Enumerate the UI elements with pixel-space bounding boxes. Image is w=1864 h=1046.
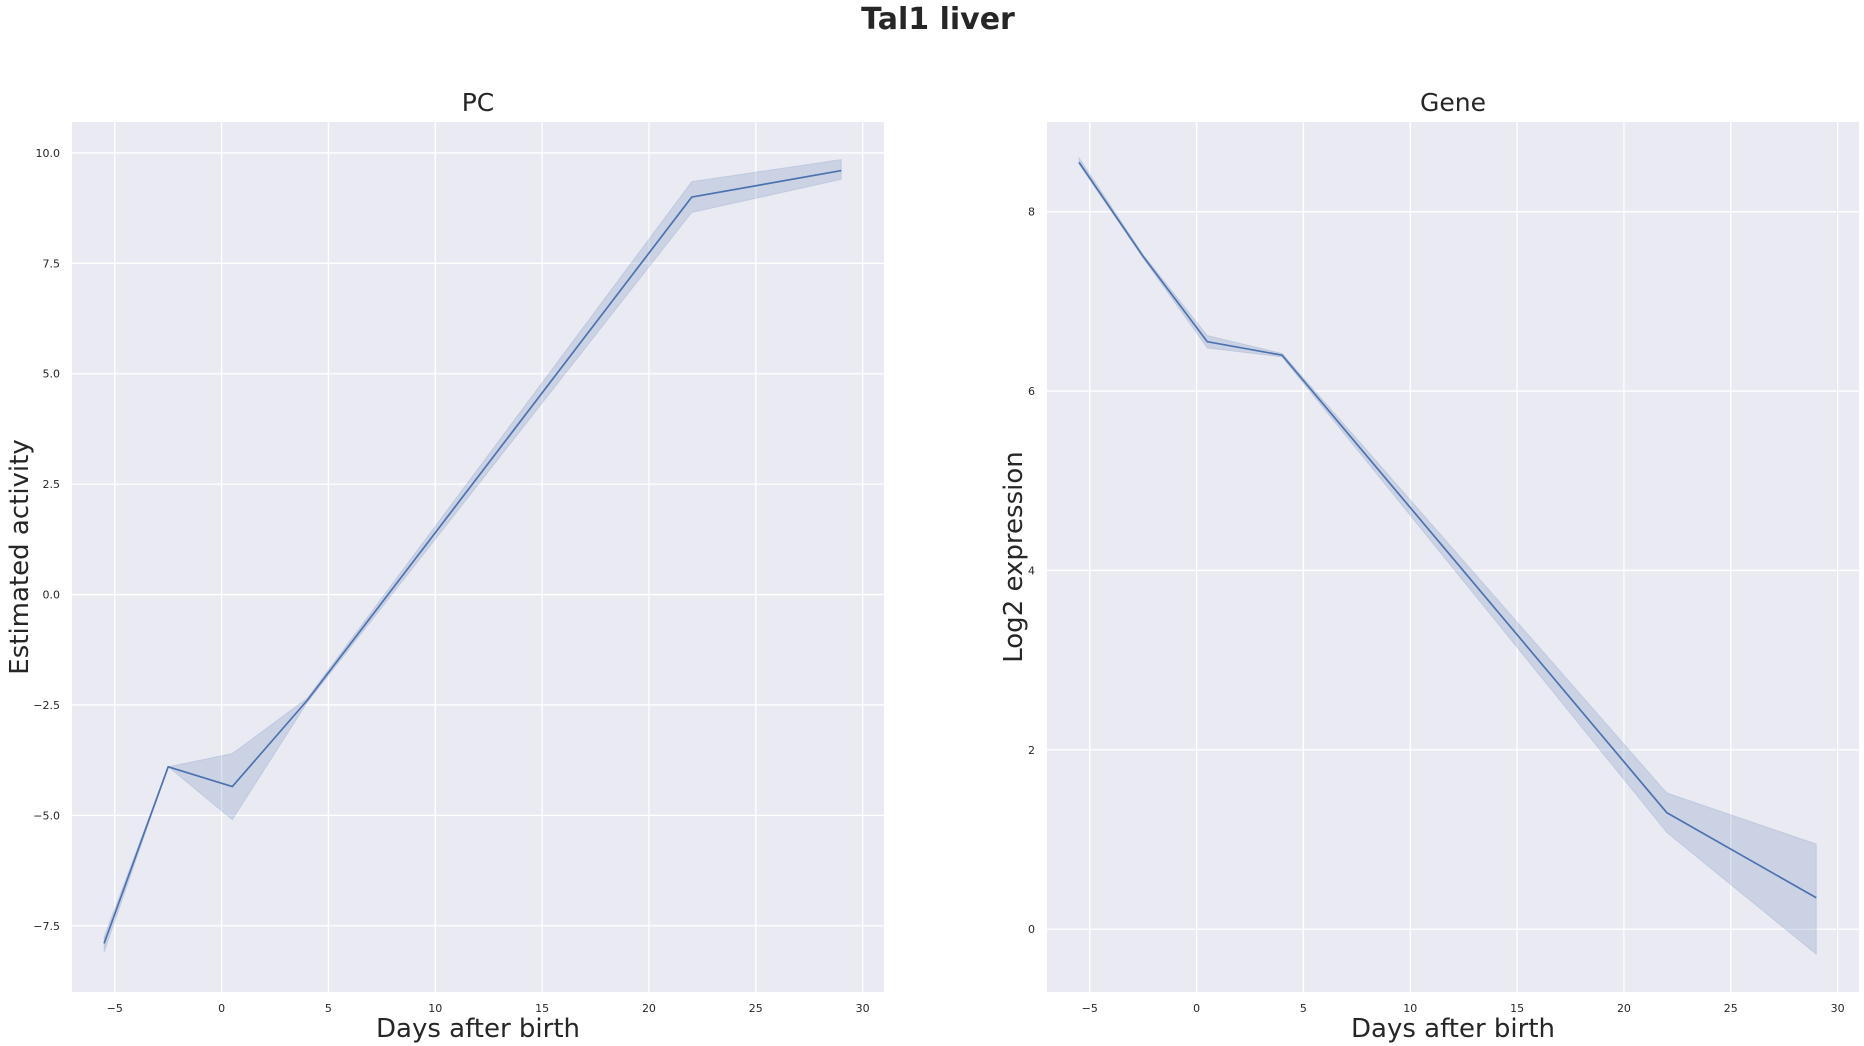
plot-area xyxy=(72,122,884,992)
axis-title: Gene xyxy=(1420,88,1486,117)
series-line xyxy=(103,169,842,944)
y-tick-label: −7.5 xyxy=(33,920,60,933)
x-tick-label: 15 xyxy=(1510,1002,1524,1015)
y-tick-label: −5.0 xyxy=(33,809,60,822)
series-marks xyxy=(103,158,842,953)
y-tick-label: 5.0 xyxy=(43,368,61,381)
y-axis-label: Estimated activity xyxy=(5,439,35,674)
axis-title: PC xyxy=(462,88,495,117)
y-tick-label: 2.5 xyxy=(43,478,61,491)
grid xyxy=(72,122,884,992)
subplot-pc: −5 0 5 10 15 20 25 30 −7.5 −5.0 −2.5 0.0 2.5 5.0 7.5 10… xyxy=(5,88,884,1044)
y-tick-label: 6 xyxy=(1028,385,1035,398)
x-axis-label: Days after birth xyxy=(1351,1014,1555,1044)
plot-area xyxy=(1047,122,1859,992)
series-marks xyxy=(1078,156,1817,956)
y-tick-label: 4 xyxy=(1028,564,1035,577)
y-tick-label: 10.0 xyxy=(36,147,61,160)
x-tick-label: −5 xyxy=(1082,1002,1098,1015)
x-tick-label: 10 xyxy=(1403,1002,1417,1015)
figure-title: Tal1 liver xyxy=(861,2,1015,37)
x-tick-label: 20 xyxy=(1617,1002,1631,1015)
x-tick-label: −5 xyxy=(107,1002,123,1015)
x-tick-label: 25 xyxy=(749,1002,763,1015)
tick-labels: −5 0 5 10 15 20 25 30 −7.5 −5.0 −2.5 0.0 2.5 5.0 7.5 10… xyxy=(33,147,869,1015)
tick-labels: −5 0 5 10 15 20 25 30 0 2 4 6 8 xyxy=(1028,206,1845,1015)
x-tick-label: 30 xyxy=(856,1002,870,1015)
x-tick-label: 5 xyxy=(325,1002,332,1015)
y-tick-label: 8 xyxy=(1028,206,1035,219)
x-tick-label: 10 xyxy=(428,1002,442,1015)
y-tick-label: 2 xyxy=(1028,744,1035,757)
x-tick-label: 25 xyxy=(1724,1002,1738,1015)
x-tick-label: 30 xyxy=(1831,1002,1845,1015)
y-axis-label: Log2 expression xyxy=(999,451,1029,663)
y-tick-label: 0 xyxy=(1028,923,1035,936)
confidence-band xyxy=(1078,156,1817,956)
series-line xyxy=(1078,161,1817,899)
subplot-gene: −5 0 5 10 15 20 25 30 0 2 4 6 8 Gene Days after birt… xyxy=(999,88,1859,1044)
grid xyxy=(1047,122,1859,992)
x-tick-label: 0 xyxy=(218,1002,225,1015)
x-axis-label: Days after birth xyxy=(376,1014,580,1044)
x-tick-label: 5 xyxy=(1300,1002,1307,1015)
y-tick-label: 0.0 xyxy=(43,589,61,602)
x-tick-label: 15 xyxy=(535,1002,549,1015)
y-tick-label: 7.5 xyxy=(43,257,61,270)
x-tick-label: 0 xyxy=(1193,1002,1200,1015)
y-tick-label: −2.5 xyxy=(33,699,60,712)
x-tick-label: 20 xyxy=(642,1002,656,1015)
